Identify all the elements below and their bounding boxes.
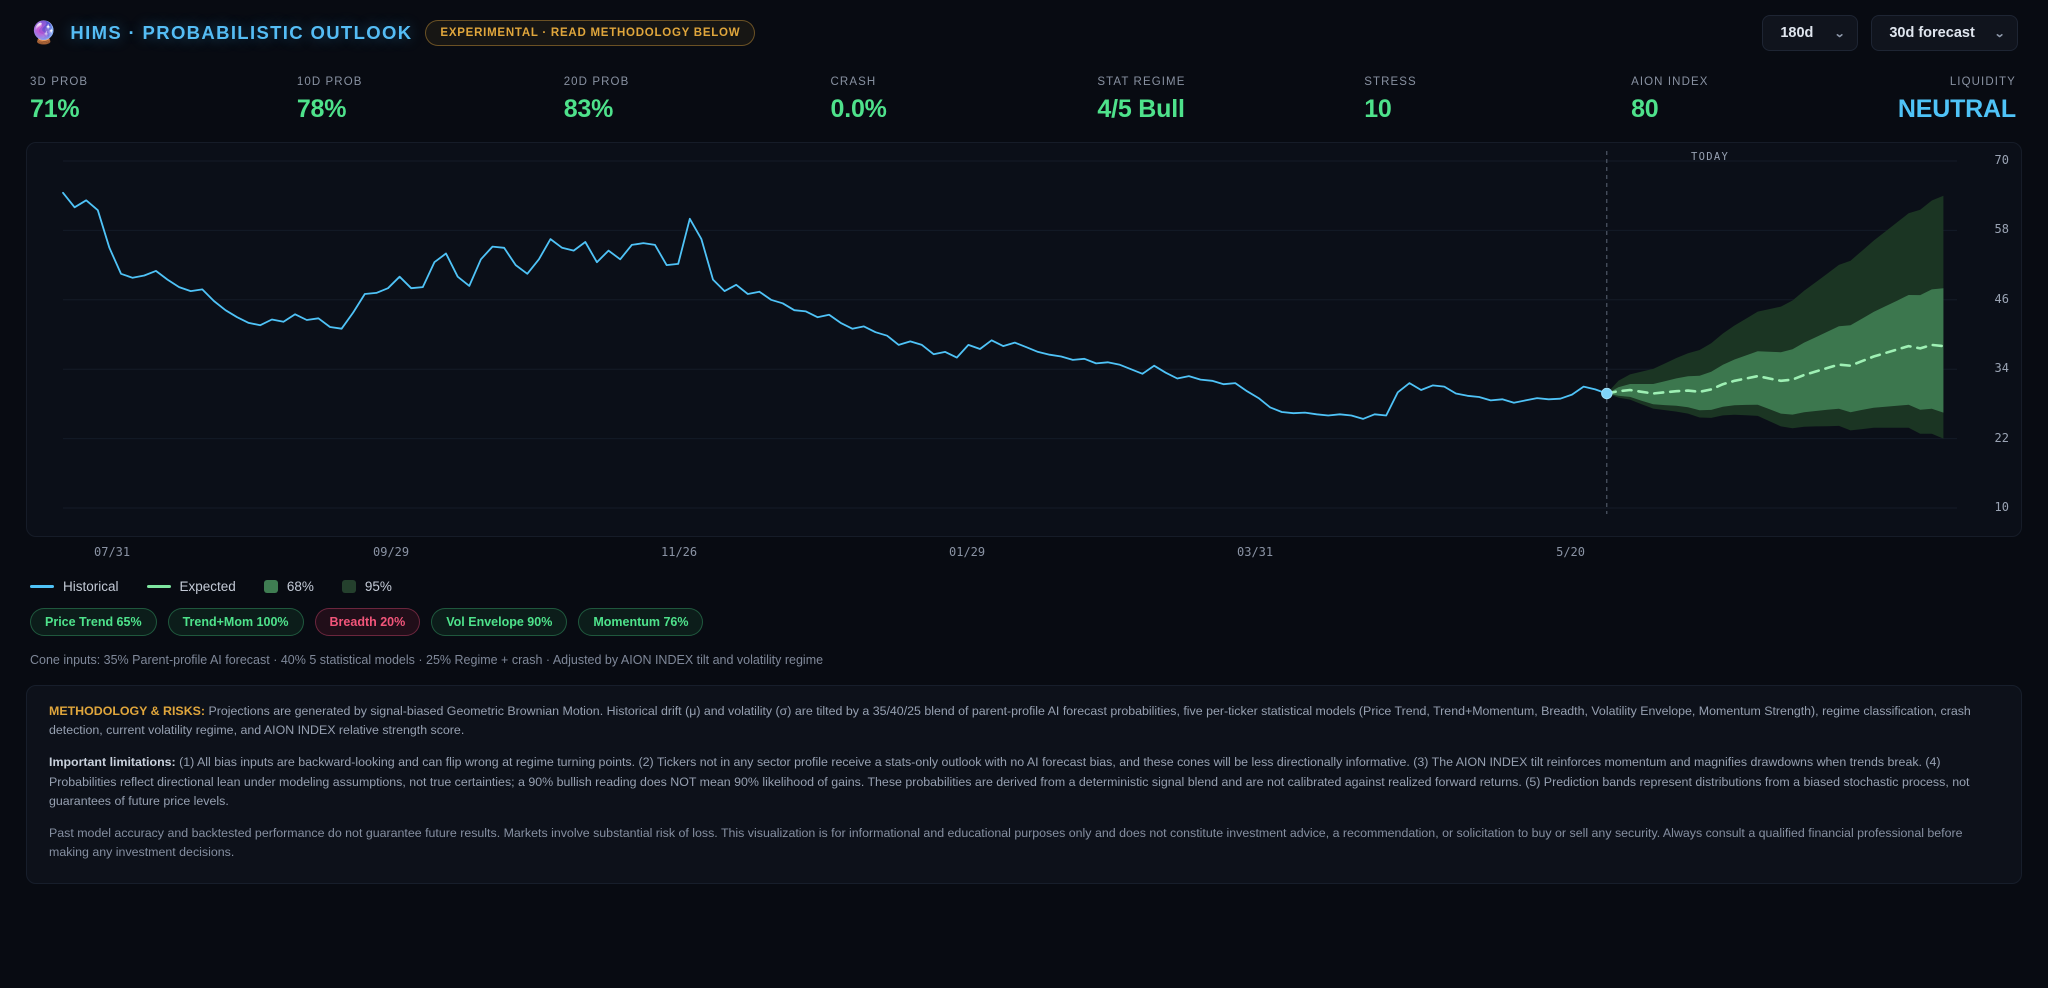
x-axis-tick: 09/29 xyxy=(373,545,410,559)
header-controls: 180d ⌄ 30d forecast ⌄ xyxy=(1762,15,2018,51)
methodology-paragraph: METHODOLOGY & RISKS: Projections are gen… xyxy=(49,702,1999,740)
signal-pill[interactable]: Vol Envelope 90% xyxy=(431,608,568,636)
methodology-body: Projections are generated by signal-bias… xyxy=(49,704,1971,738)
x-axis-tick: 03/31 xyxy=(1237,545,1274,559)
metric-label: STAT REGIME xyxy=(1097,76,1186,88)
methodology-box: METHODOLOGY & RISKS: Projections are gen… xyxy=(26,685,2022,884)
legend-label: Expected xyxy=(179,579,236,594)
disclaimer-paragraph: Past model accuracy and backtested perfo… xyxy=(49,826,1963,860)
signal-pill[interactable]: Breadth 20% xyxy=(314,608,421,636)
band68-swatch xyxy=(263,580,278,593)
x-axis-tick: 07/31 xyxy=(94,545,131,559)
metric-label: 3D PROB xyxy=(30,76,89,88)
limitations-heading: Important limitations: xyxy=(49,755,176,770)
metric-stat-regime: STAT REGIME 4/5 Bull xyxy=(1097,76,1364,124)
limitations-paragraph: Important limitations: (1) All bias inpu… xyxy=(49,753,1999,811)
page-header: 🔮 HIMS · PROBABILISTIC OUTLOOK EXPERIMEN… xyxy=(26,0,2022,66)
metric-20d-prob: 20D PROB 83% xyxy=(564,76,831,124)
expected-line-swatch xyxy=(146,585,171,588)
band95-swatch xyxy=(341,580,356,593)
x-axis-tick: 01/29 xyxy=(949,545,986,559)
legend-item-historical: Historical xyxy=(30,579,119,594)
metric-label: 10D PROB xyxy=(296,76,363,88)
x-axis-tick: 11/26 xyxy=(661,545,698,559)
today-marker-label: TODAY xyxy=(1691,151,1730,163)
metric-value: 0.0% xyxy=(830,95,887,123)
forecast-select[interactable]: 30d forecast ⌄ xyxy=(1871,15,2018,51)
metric-stress: STRESS 10 xyxy=(1364,76,1631,124)
metric-value: 83% xyxy=(563,95,614,123)
signal-pill[interactable]: Trend+Mom 100% xyxy=(167,608,304,636)
experimental-badge: EXPERIMENTAL · READ METHODOLOGY BELOW xyxy=(425,20,756,46)
metric-value: 10 xyxy=(1364,95,1392,123)
forecast-chart-panel[interactable]: TODAY 70 58 46 34 22 10 xyxy=(26,142,2022,537)
legend-label: 95% xyxy=(364,579,392,594)
chevron-down-icon: ⌄ xyxy=(1833,27,1846,40)
probabilistic-outlook-chart xyxy=(62,151,1957,514)
chart-legend: Historical Expected 68% 95% xyxy=(26,567,2022,594)
signal-pill[interactable]: Momentum 76% xyxy=(578,608,704,636)
metric-label: STRESS xyxy=(1364,76,1417,88)
metric-liquidity: LIQUIDITY NEUTRAL xyxy=(1898,76,2018,124)
metric-label: AION INDEX xyxy=(1631,76,1709,88)
metric-crash: CRASH 0.0% xyxy=(831,76,1098,124)
forecast-select-value: 30d forecast xyxy=(1889,25,1975,41)
legend-item-band95: 95% xyxy=(341,579,392,594)
metric-value: NEUTRAL xyxy=(1897,95,2016,123)
cone-inputs-text: Cone inputs: 35% Parent-profile AI forec… xyxy=(30,653,824,667)
range-select[interactable]: 180d ⌄ xyxy=(1762,15,1859,51)
legend-item-expected: Expected xyxy=(146,579,236,594)
methodology-heading: METHODOLOGY & RISKS: xyxy=(49,704,206,718)
x-axis: 07/31 09/29 11/26 01/29 03/31 5/20 xyxy=(26,537,2022,567)
signal-pill[interactable]: Price Trend 65% xyxy=(30,608,157,636)
metric-value: 78% xyxy=(296,95,347,123)
chevron-down-icon: ⌄ xyxy=(1993,27,2006,40)
crystal-ball-icon: 🔮 xyxy=(30,20,58,45)
range-select-value: 180d xyxy=(1780,25,1814,41)
metrics-row: 3D PROB 71% 10D PROB 78% 20D PROB 83% CR… xyxy=(26,66,2022,142)
metric-value: 4/5 Bull xyxy=(1097,95,1185,123)
metric-value: 71% xyxy=(30,95,80,123)
metric-label: CRASH xyxy=(830,76,877,88)
signal-pills: Price Trend 65% Trend+Mom 100% Breadth 20%… xyxy=(26,594,2022,636)
limitations-body: (1) All bias inputs are backward-looking… xyxy=(49,755,1970,808)
legend-label: 68% xyxy=(286,579,314,594)
metric-3d-prob: 3D PROB 71% xyxy=(30,76,297,124)
metric-label: LIQUIDITY xyxy=(1949,76,2016,88)
page-title: HIMS · PROBABILISTIC OUTLOOK xyxy=(70,22,413,43)
legend-label: Historical xyxy=(63,579,119,594)
metric-aion-index: AION INDEX 80 xyxy=(1631,76,1898,124)
metric-value: 80 xyxy=(1631,95,1659,123)
metric-label: 20D PROB xyxy=(563,76,630,88)
legend-item-band68: 68% xyxy=(263,579,314,594)
historical-line-swatch xyxy=(30,585,54,588)
x-axis-tick: 5/20 xyxy=(1556,545,1585,559)
metric-10d-prob: 10D PROB 78% xyxy=(297,76,564,124)
header-left: 🔮 HIMS · PROBABILISTIC OUTLOOK EXPERIMEN… xyxy=(30,20,756,46)
